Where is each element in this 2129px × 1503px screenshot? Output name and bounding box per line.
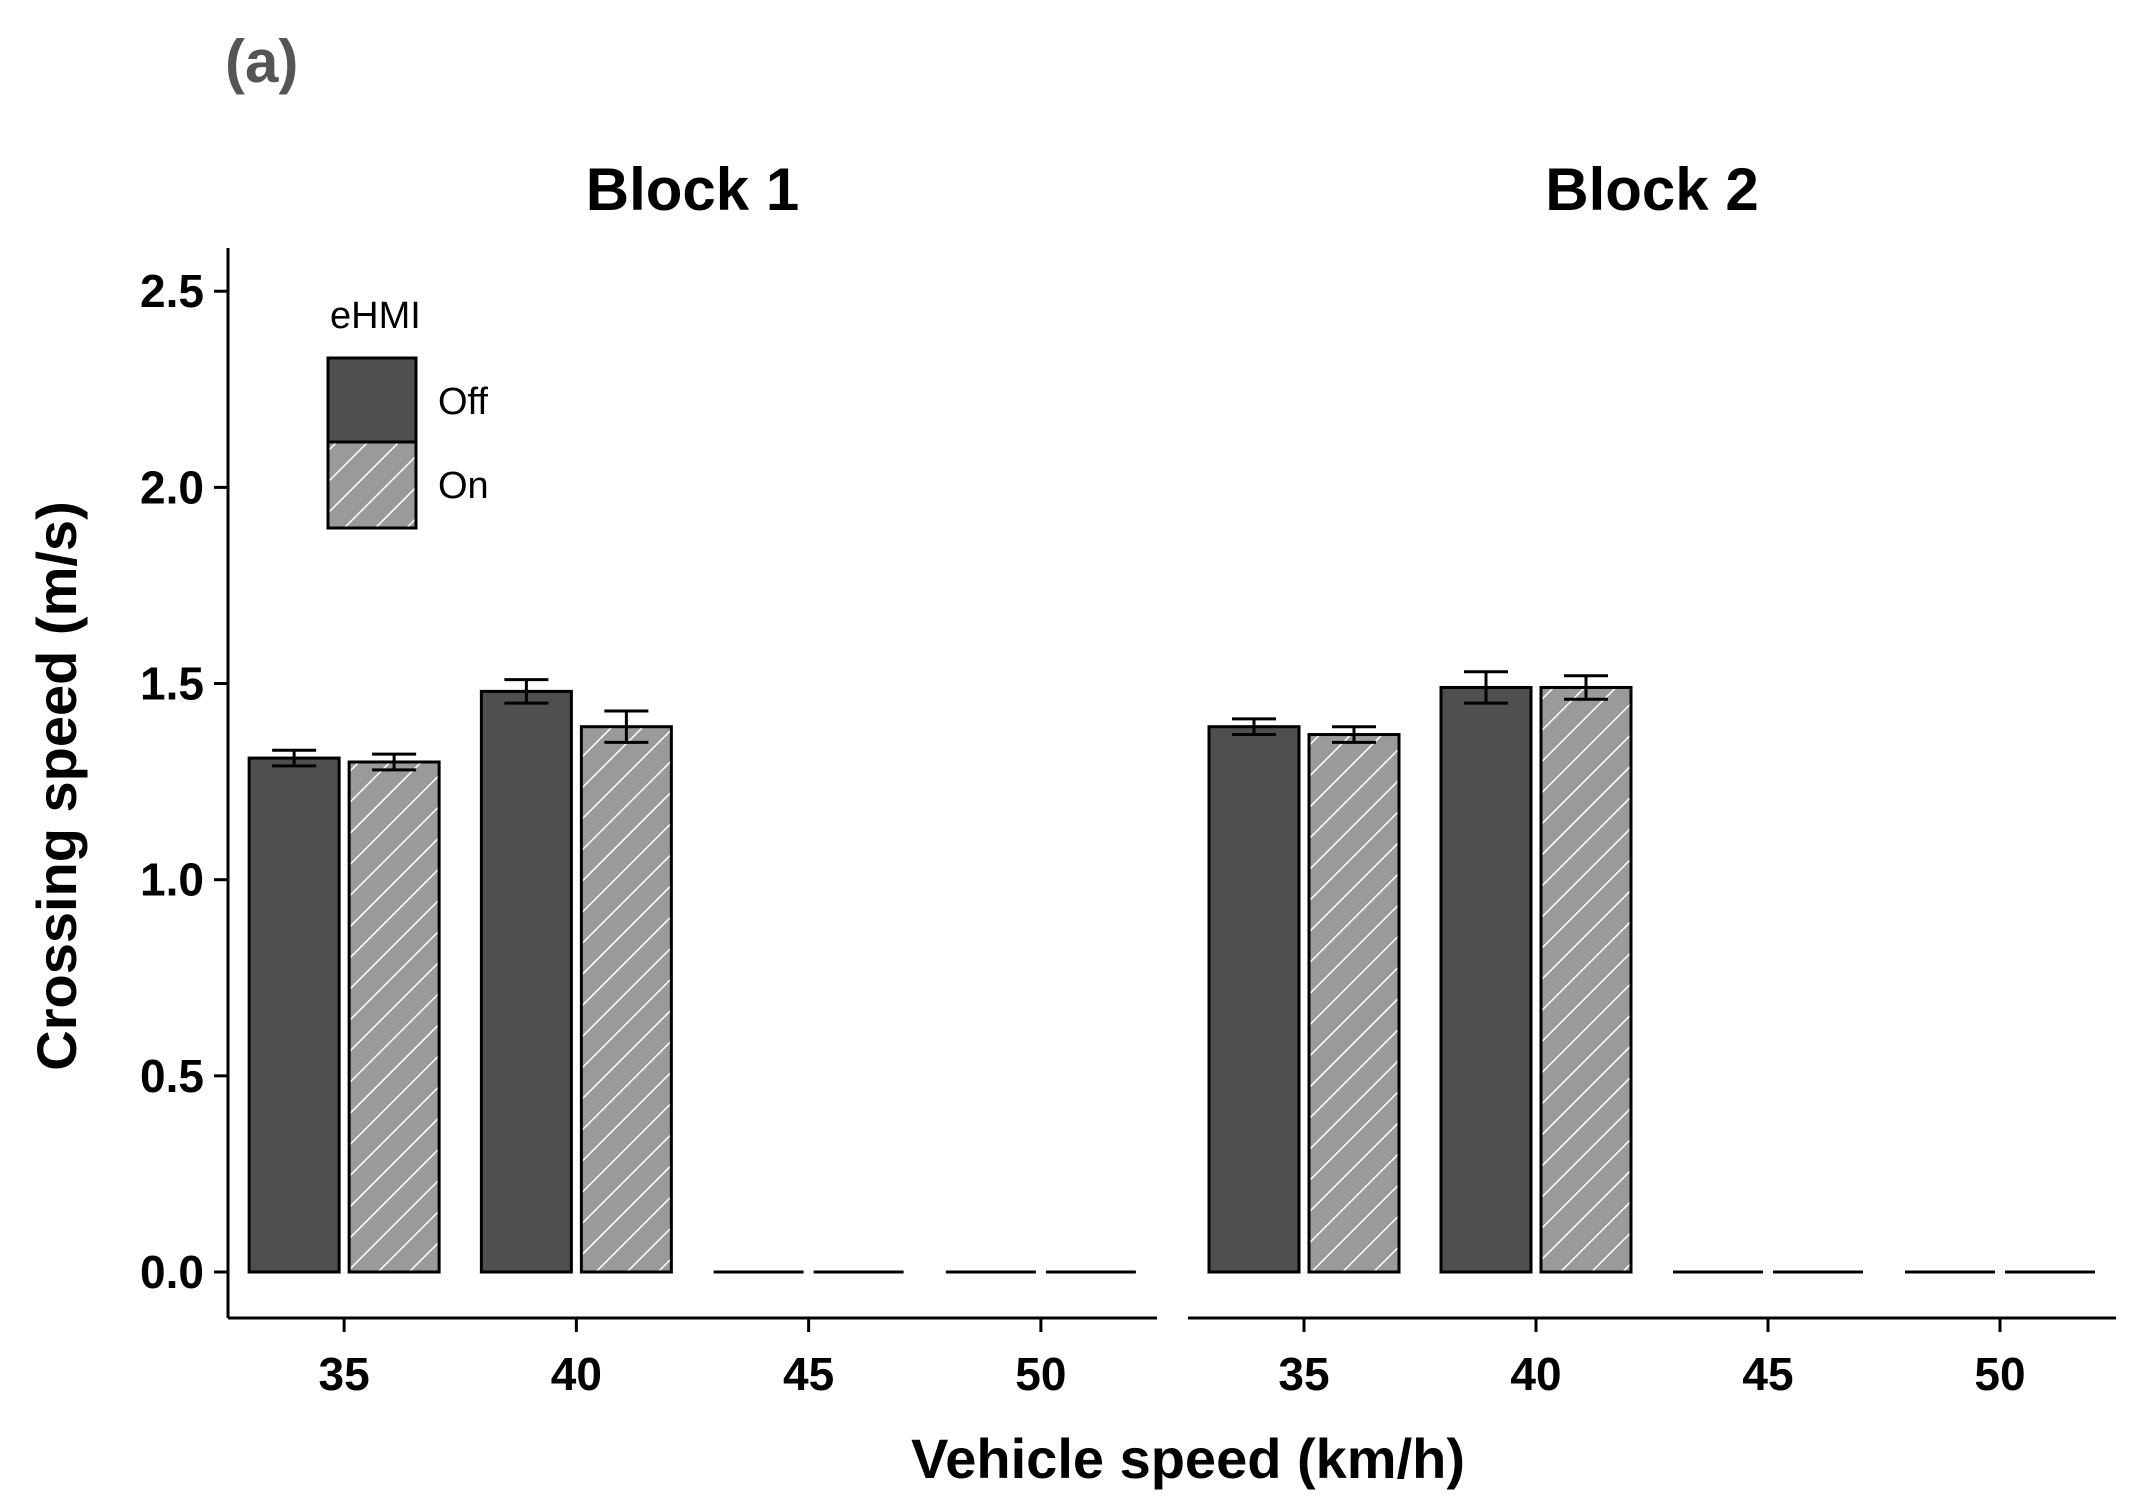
facet-label: Block 1 [586,156,799,223]
legend-key-on [326,440,418,530]
facet-label: Block 2 [1545,156,1758,223]
y-axis-title: Crossing speed (m/s) [25,501,88,1070]
legend-label-on: On [438,465,489,507]
x-tick-label: 40 [551,1348,602,1400]
x-tick-label: 35 [319,1348,370,1400]
y-tick-label: 1.0 [140,854,204,906]
panel-label: (a) [225,28,298,95]
bar-on [347,760,441,1274]
x-tick-label: 50 [1974,1348,2025,1400]
legend-key-off [326,356,418,444]
y-tick-label: 2.5 [140,265,204,317]
x-tick-label: 45 [1742,1348,1793,1400]
x-tick-label: 40 [1510,1348,1561,1400]
legend: eHMI Off On [326,295,489,530]
bar-on [1307,733,1401,1274]
y-tick-label: 0.0 [140,1246,204,1298]
legend-label-off: Off [438,381,488,423]
x-tick-label: 50 [1015,1348,1066,1400]
y-tick-label: 1.5 [140,658,204,710]
bar-on [579,725,673,1274]
bar-off [1207,725,1301,1274]
y-tick-label: 0.5 [140,1050,204,1102]
y-tick-label: 2.0 [140,461,204,513]
bar-off [479,689,573,1274]
bar-off [247,756,341,1274]
x-tick-label: 45 [783,1348,834,1400]
legend-title: eHMI [330,295,421,337]
bar-off [1439,685,1533,1274]
bar-on [1539,685,1633,1274]
x-tick-label: 35 [1278,1348,1329,1400]
x-axis-title: Vehicle speed (km/h) [911,1427,1465,1490]
